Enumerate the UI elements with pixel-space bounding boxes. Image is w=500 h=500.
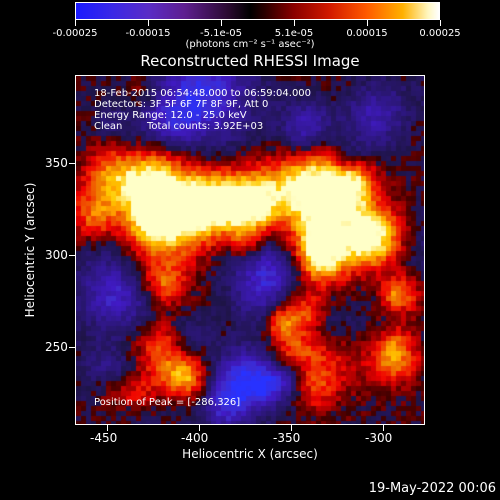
info-clean: Clean	[94, 121, 123, 132]
x-tick-mark	[383, 425, 384, 431]
colorbar-units: (photons cm⁻² s⁻¹ asec⁻²)	[185, 39, 315, 50]
y-tick-mark	[69, 347, 75, 348]
peak-position-label: Position of Peak = [-286,326]	[94, 397, 241, 408]
x-tick-mark	[291, 425, 292, 431]
colorbar-tick-label: 0.00025	[419, 28, 461, 39]
x-tick-label: -350	[273, 431, 301, 445]
colorbar-tick-label: -0.00025	[52, 28, 98, 39]
colorbar-tick	[75, 20, 76, 26]
colorbar-tick	[367, 20, 368, 26]
y-axis-label: Heliocentric Y (arcsec)	[23, 182, 38, 318]
x-tick-label: -400	[181, 431, 209, 445]
colorbar-tick	[294, 20, 295, 26]
x-tick-label: -300	[365, 431, 393, 445]
y-tick-mark	[69, 255, 75, 256]
y-tick-label: 250	[45, 340, 68, 354]
plot-title: Reconstructed RHESSI Image	[140, 52, 360, 70]
x-tick-label: -450	[90, 431, 118, 445]
colorbar-tick	[221, 20, 222, 26]
timestamp: 19-May-2022 00:06	[368, 481, 496, 496]
info-detectors: Detectors: 3F 5F 6F 7F 8F 9F, Att 0	[94, 99, 269, 110]
info-energy-range: Energy Range: 12.0 - 25.0 keV	[94, 110, 247, 121]
y-tick-label: 350	[45, 156, 68, 170]
info-time-range: 18-Feb-2015 06:54:48.000 to 06:59:04.000	[94, 88, 312, 99]
heatmap-image: 18-Feb-2015 06:54:48.000 to 06:59:04.000…	[75, 75, 425, 425]
colorbar	[75, 2, 440, 20]
colorbar-tick-label: -0.00015	[125, 28, 171, 39]
colorbar-tick	[148, 20, 149, 26]
colorbar-tick-label: 5.1e-05	[274, 28, 314, 39]
info-total-counts: Total counts: 3.92E+03	[147, 121, 264, 132]
x-axis-label: Heliocentric X (arcsec)	[182, 447, 318, 461]
x-tick-mark	[199, 425, 200, 431]
heatmap-canvas	[76, 76, 424, 424]
y-tick-label: 300	[45, 248, 68, 262]
x-tick-mark	[107, 425, 108, 431]
colorbar-tick-label: 0.00015	[346, 28, 388, 39]
colorbar-tick-label: -5.1e-05	[200, 28, 242, 39]
y-tick-mark	[69, 163, 75, 164]
colorbar-tick	[440, 20, 441, 26]
